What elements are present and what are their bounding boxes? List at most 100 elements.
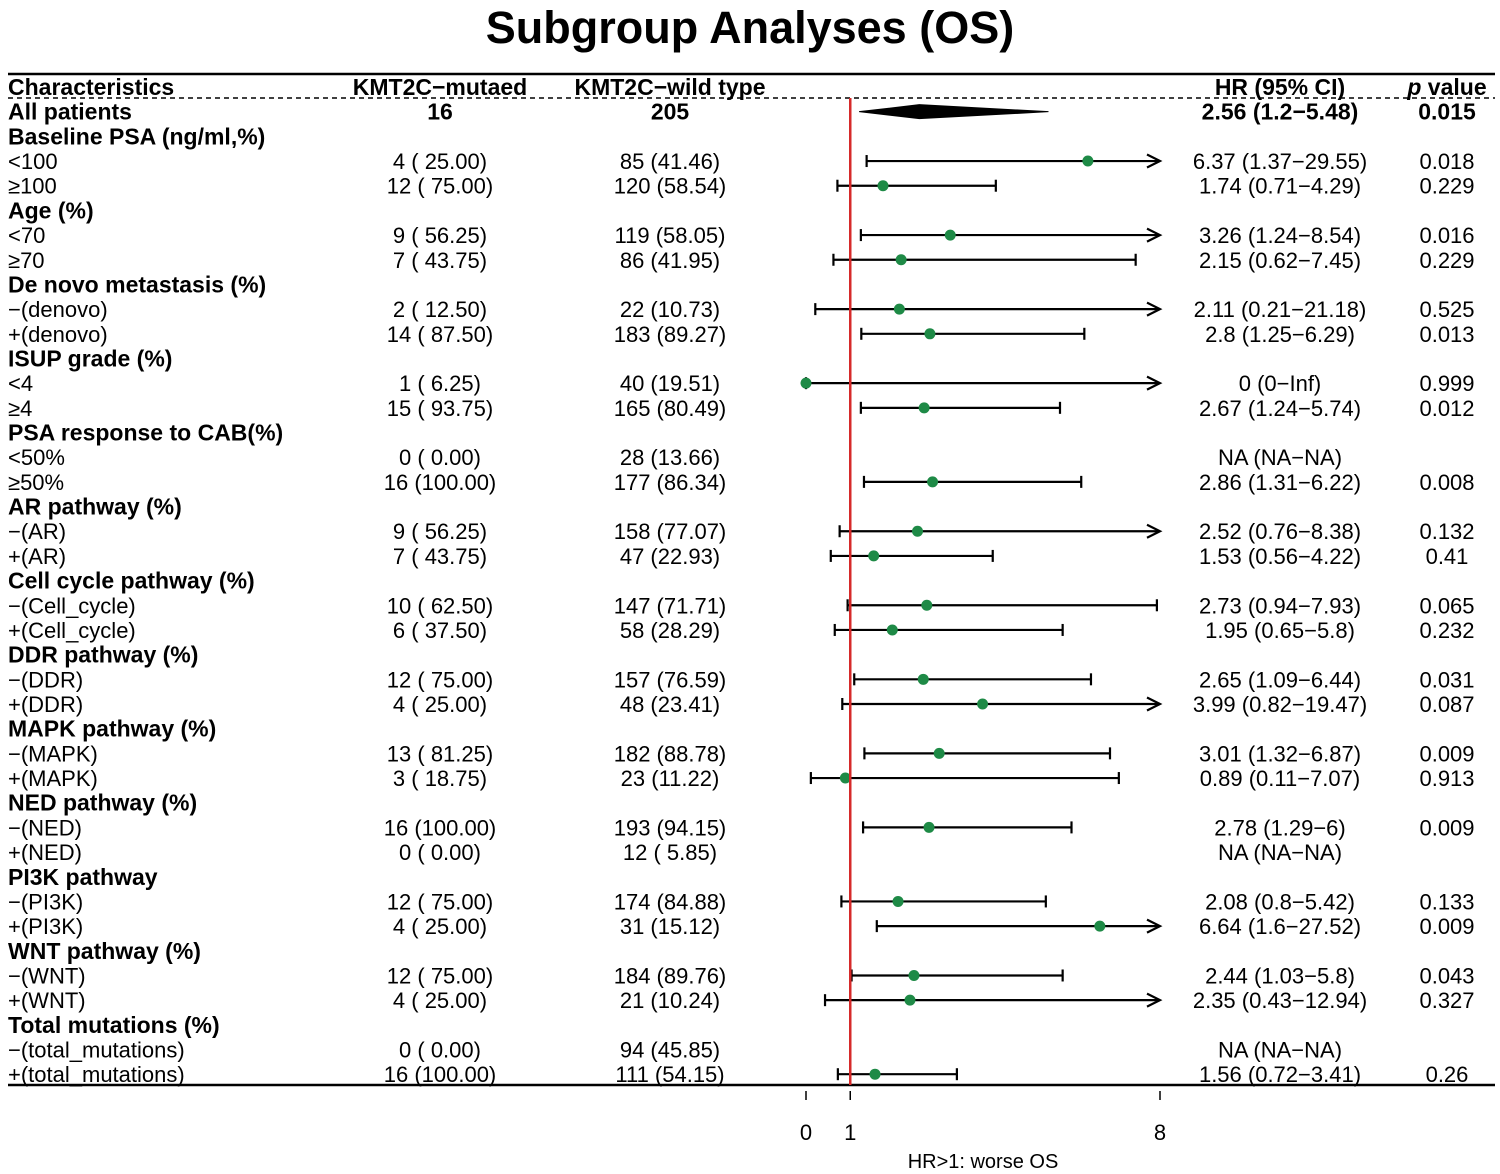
- row-hr: 3.26 (1.24−8.54): [1199, 223, 1361, 248]
- group-title: Age (%): [8, 197, 94, 223]
- row-hr: 0 (0−Inf): [1239, 371, 1322, 396]
- group-title: MAPK pathway (%): [8, 716, 216, 742]
- row-mutated: 15 ( 93.75): [387, 396, 493, 421]
- row-label: +(AR): [8, 544, 66, 569]
- row-wildtype: 85 (41.46): [620, 149, 720, 174]
- row-hr: 1.53 (0.56−4.22): [1199, 544, 1361, 569]
- row-pvalue: 0.133: [1419, 889, 1474, 914]
- row-wildtype: 31 (15.12): [620, 914, 720, 939]
- row-label: −(AR): [8, 519, 66, 544]
- row-label: −(MAPK): [8, 741, 98, 766]
- row-pvalue: 0.087: [1419, 692, 1474, 717]
- row-hr: NA (NA−NA): [1218, 840, 1342, 865]
- row-label: +(DDR): [8, 692, 83, 717]
- overall-hr: 2.56 (1.2−5.48): [1202, 99, 1359, 125]
- row-pvalue: 0.009: [1419, 741, 1474, 766]
- row-wildtype: 48 (23.41): [620, 692, 720, 717]
- row-pvalue: 0.013: [1419, 322, 1474, 347]
- hr-point: [924, 328, 936, 340]
- row-mutated: 14 ( 87.50): [387, 322, 493, 347]
- row-hr: 3.99 (0.82−19.47): [1193, 692, 1367, 717]
- row-mutated: 4 ( 25.00): [393, 692, 487, 717]
- ci-arrow: [1146, 153, 1163, 169]
- row-pvalue: 0.012: [1419, 396, 1474, 421]
- header-pvalue: p value: [1406, 74, 1486, 100]
- group-title: Total mutations (%): [8, 1012, 220, 1038]
- row-pvalue: 0.232: [1419, 618, 1474, 643]
- group-title: ISUP grade (%): [8, 345, 172, 371]
- row-label: ≥4: [8, 396, 32, 421]
- row-label: ≥50%: [8, 470, 64, 495]
- row-wildtype: 183 (89.27): [614, 322, 727, 347]
- row-mutated: 12 ( 75.00): [387, 889, 493, 914]
- row-label: −(NED): [8, 815, 82, 840]
- row-mutated: 4 ( 25.00): [393, 988, 487, 1013]
- row-hr: 3.01 (1.32−6.87): [1199, 741, 1361, 766]
- row-wildtype: 23 (11.22): [621, 766, 720, 791]
- group-title: AR pathway (%): [8, 494, 182, 520]
- row-mutated: 16 (100.00): [384, 815, 497, 840]
- row-pvalue: 0.043: [1419, 963, 1474, 988]
- row-pvalue: 0.065: [1419, 593, 1474, 618]
- row-pvalue: 0.008: [1419, 470, 1474, 495]
- x-tick-label: 8: [1154, 1120, 1166, 1145]
- row-pvalue: 0.031: [1419, 667, 1474, 692]
- row-label: +(PI3K): [8, 914, 83, 939]
- row-label: +(total_mutations): [8, 1062, 185, 1087]
- chart-title: Subgroup Analyses (OS): [485, 2, 1015, 53]
- group-title: DDR pathway (%): [8, 642, 198, 668]
- row-hr: 1.95 (0.65−5.8): [1205, 618, 1355, 643]
- header-hr: HR (95% CI): [1215, 74, 1345, 100]
- row-label: +(denovo): [8, 322, 108, 347]
- row-pvalue: 0.999: [1419, 371, 1474, 396]
- ci-arrow: [1146, 918, 1163, 934]
- row-wildtype: 165 (80.49): [614, 396, 727, 421]
- header-wildtype: KMT2C−wild type: [574, 74, 765, 100]
- row-mutated: 9 ( 56.25): [393, 223, 487, 248]
- row-hr: 2.15 (0.62−7.45): [1199, 248, 1361, 273]
- row-pvalue: 0.26: [1426, 1062, 1469, 1087]
- hr-point: [977, 698, 989, 710]
- row-wildtype: 147 (71.71): [614, 593, 727, 618]
- row-hr: 2.86 (1.31−6.22): [1199, 470, 1361, 495]
- row-wildtype: 40 (19.51): [620, 371, 720, 396]
- row-mutated: 16 (100.00): [384, 1062, 497, 1087]
- row-mutated: 12 ( 75.00): [387, 963, 493, 988]
- row-mutated: 12 ( 75.00): [387, 174, 493, 199]
- ci-arrow: [1146, 523, 1163, 539]
- row-hr: 2.44 (1.03−5.8): [1205, 963, 1355, 988]
- row-label: +(Cell_cycle): [8, 618, 136, 643]
- hr-point: [1094, 920, 1106, 932]
- row-mutated: 7 ( 43.75): [393, 248, 487, 273]
- row-wildtype: 174 (84.88): [614, 889, 727, 914]
- row-pvalue: 0.229: [1419, 248, 1474, 273]
- row-pvalue: 0.327: [1419, 988, 1474, 1013]
- row-mutated: 3 ( 18.75): [393, 766, 487, 791]
- row-hr: 2.8 (1.25−6.29): [1205, 322, 1355, 347]
- row-pvalue: 0.016: [1419, 223, 1474, 248]
- row-label: <70: [8, 223, 45, 248]
- row-mutated: 10 ( 62.50): [387, 593, 493, 618]
- row-hr: 0.89 (0.11−7.07): [1200, 766, 1360, 791]
- row-label: <100: [8, 149, 58, 174]
- hr-point: [868, 550, 880, 562]
- row-wildtype: 184 (89.76): [614, 963, 727, 988]
- row-hr: 1.56 (0.72−3.41): [1199, 1062, 1361, 1087]
- hr-point: [933, 747, 945, 759]
- group-title: Baseline PSA (ng/ml,%): [8, 123, 265, 149]
- row-mutated: 9 ( 56.25): [393, 519, 487, 544]
- row-hr: 6.37 (1.37−29.55): [1193, 149, 1367, 174]
- group-title: PI3K pathway: [8, 864, 158, 890]
- row-mutated: 1 ( 6.25): [399, 371, 481, 396]
- hr-point: [877, 180, 889, 192]
- row-pvalue: 0.913: [1419, 766, 1474, 791]
- row-hr: 1.74 (0.71−4.29): [1199, 174, 1361, 199]
- row-pvalue: 0.009: [1419, 914, 1474, 939]
- hr-point: [944, 229, 956, 241]
- ci-arrow: [1146, 992, 1163, 1008]
- row-wildtype: 157 (76.59): [614, 667, 727, 692]
- overall-pvalue: 0.015: [1418, 99, 1476, 125]
- row-label: +(WNT): [8, 988, 86, 1013]
- row-wildtype: 47 (22.93): [620, 544, 720, 569]
- row-hr: 2.08 (0.8−5.42): [1205, 889, 1355, 914]
